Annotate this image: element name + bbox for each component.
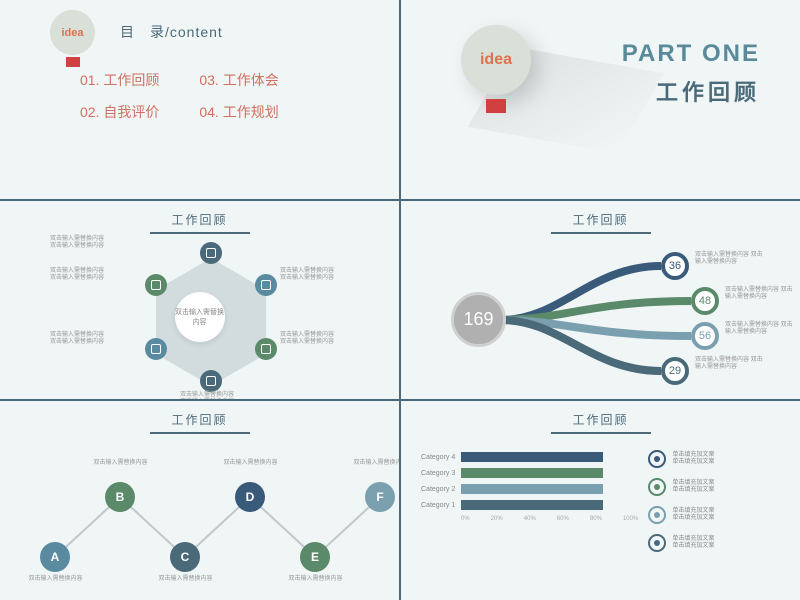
zig-label: 双击输入需替换内容 <box>158 576 213 584</box>
branch-label: 双击输入需替换内容 双击输入需替换内容 <box>695 357 765 373</box>
legend-text: 单击填充加文案单击填充加文案 <box>672 452 714 468</box>
panel-title: 工作回顾 <box>10 411 389 428</box>
hex-label: 双击输入需替换内容 双击输入需替换内容 <box>50 332 110 348</box>
bar-fill <box>461 484 603 494</box>
hex-label: 双击输入需替换内容 双击输入需替换内容 <box>280 332 340 348</box>
branch-label: 双击输入需替换内容 双击输入需替换内容 <box>725 287 795 303</box>
bar-category: Category 1 <box>421 502 461 509</box>
bar-fill <box>461 468 603 478</box>
zig-label: 双击输入需替换内容 <box>223 460 278 468</box>
part-label: PART ONE <box>622 40 760 68</box>
zig-label: 双击输入需替换内容 <box>28 576 83 584</box>
bar-row: Category 4 <box>421 452 638 462</box>
hex-node <box>255 274 277 296</box>
legend-icon <box>648 534 666 552</box>
legend-item: 单击填充加文案单击填充加文案 <box>648 506 790 524</box>
bulb-large-icon: idea <box>461 25 531 113</box>
hex-node <box>145 338 167 360</box>
legend-text: 单击填充加文案单击填充加文案 <box>672 480 714 496</box>
idea-text: idea <box>61 27 83 39</box>
branch-node: 36 <box>661 252 689 280</box>
bar-category: Category 4 <box>421 454 461 461</box>
zigzag-panel: 工作回顾 A双击输入需替换内容B双击输入需替换内容C双击输入需替换内容D双击输入… <box>0 401 399 600</box>
hexagon-panel: 工作回顾 双击输入需替换内容 双击输入需替换内容 双击输入需替换内容双击输入需替… <box>0 201 399 400</box>
part-subtitle: 工作回顾 <box>656 75 760 107</box>
branch-center-value: 169 <box>451 292 506 347</box>
zigzag-lines <box>10 442 389 592</box>
legend-item: 单击填充加文案单击填充加文案 <box>648 450 790 468</box>
zig-label: 双击输入需替换内容 <box>288 576 343 584</box>
panel-title: 工作回顾 <box>411 411 790 428</box>
hex-node <box>145 274 167 296</box>
branch-node: 29 <box>661 357 689 385</box>
branches-panel: 工作回顾 169 36 双击输入需替换内容 双击输入需替换内容 48 双击输入需替换内… <box>401 201 800 400</box>
bar-category: Category 2 <box>421 486 461 493</box>
legend-icon <box>648 450 666 468</box>
hex-node <box>200 242 222 264</box>
legend-item: 单击填充加文案单击填充加文案 <box>648 478 790 496</box>
idea-text: idea <box>480 51 512 69</box>
hex-node <box>255 338 277 360</box>
legend-text: 单击填充加文案单击填充加文案 <box>672 508 714 524</box>
bar-fill <box>461 500 603 510</box>
toc-panel: idea 目 录/content 01. 工作回顾 03. 工作体会 02. 自… <box>0 0 399 199</box>
bar-legend: 单击填充加文案单击填充加文案单击填充加文案单击填充加文案单击填充加文案单击填充加… <box>638 442 790 592</box>
hex-center: 双击输入需替换内容 <box>175 292 225 342</box>
toc-item: 01. 工作回顾 <box>80 70 159 90</box>
toc-title: 目 录/content <box>120 20 223 43</box>
branch-label: 双击输入需替换内容 双击输入需替换内容 <box>725 322 795 338</box>
hex-label: 双击输入需替换内容 双击输入需替换内容 <box>50 236 110 252</box>
hex-label: 双击输入需替换内容 双击输入需替换内容 <box>50 268 110 284</box>
zig-node: F <box>365 482 395 512</box>
barchart-panel: 工作回顾 Category 4Category 3Category 2Categ… <box>401 401 800 600</box>
zig-label: 双击输入需替换内容 <box>93 460 148 468</box>
toc-item: 02. 自我评价 <box>80 102 159 122</box>
branch-node: 48 <box>691 287 719 315</box>
bulb-icon: idea <box>50 10 95 67</box>
legend-item: 单击填充加文案单击填充加文案 <box>648 534 790 552</box>
bar-axis: 0%20%40%60%80%100% <box>421 516 638 522</box>
bar-category: Category 3 <box>421 470 461 477</box>
bar-row: Category 2 <box>421 484 638 494</box>
bar-row: Category 1 <box>421 500 638 510</box>
part-one-panel: idea PART ONE 工作回顾 <box>401 0 800 199</box>
bar-chart: Category 4 Category 3 Category 2 Category 1… <box>411 442 638 592</box>
bar-row: Category 3 <box>421 468 638 478</box>
toc-item: 04. 工作规划 <box>199 102 278 122</box>
legend-icon <box>648 506 666 524</box>
hex-label: 双击输入需替换内容 双击输入需替换内容 <box>280 268 340 284</box>
panel-title: 工作回顾 <box>10 211 389 228</box>
panel-title: 工作回顾 <box>411 211 790 228</box>
toc-items: 01. 工作回顾 03. 工作体会 02. 自我评价 04. 工作规划 <box>80 70 279 122</box>
legend-text: 单击填充加文案单击填充加文案 <box>672 536 714 552</box>
branch-node: 56 <box>691 322 719 350</box>
hex-label: 双击输入需替换内容 双击输入需替换内容 <box>180 392 240 400</box>
legend-icon <box>648 478 666 496</box>
branch-label: 双击输入需替换内容 双击输入需替换内容 <box>695 252 765 268</box>
zig-label: 双击输入需替换内容 <box>353 460 399 468</box>
toc-item: 03. 工作体会 <box>199 70 278 90</box>
hex-node <box>200 370 222 392</box>
bar-fill <box>461 452 603 462</box>
